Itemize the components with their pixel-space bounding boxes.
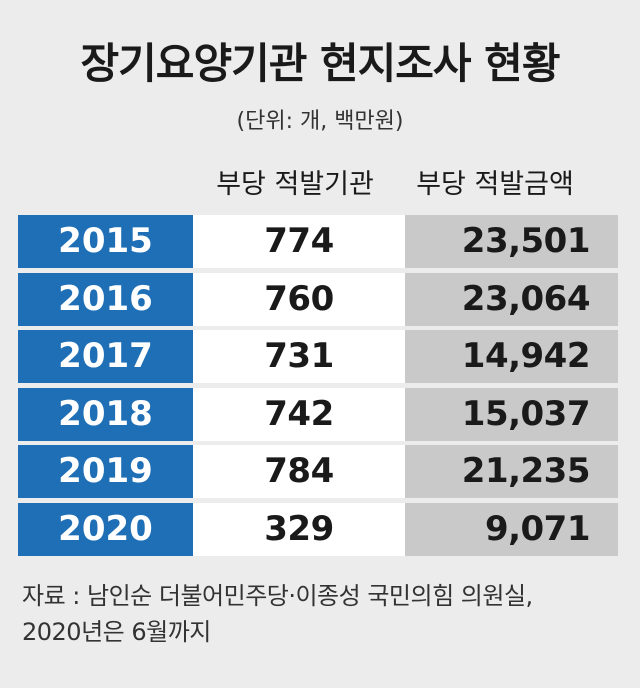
year-cell: 2016 (18, 272, 193, 326)
amount-cell: 15,037 (405, 387, 618, 441)
column-header-count: 부당 적발기관 (216, 169, 374, 200)
amount-cell: 21,235 (405, 445, 618, 498)
count-cell: 731 (193, 330, 405, 383)
table-row: 2019 784 21,235 (18, 445, 618, 498)
year-cell: 2015 (18, 215, 193, 268)
count-cell: 742 (193, 387, 405, 441)
table-row: 2017 731 14,942 (18, 330, 618, 383)
year-cell: 2020 (18, 502, 193, 556)
count-cell: 329 (193, 502, 405, 556)
count-cell: 760 (193, 272, 405, 326)
count-cell: 784 (193, 445, 405, 498)
amount-cell: 23,501 (405, 215, 618, 268)
amount-cell: 9,071 (405, 502, 618, 556)
year-cell: 2019 (18, 445, 193, 498)
amount-cell: 14,942 (405, 330, 618, 383)
chart-title: 장기요양기관 현지조사 현황 (80, 39, 561, 88)
year-cell: 2017 (18, 330, 193, 383)
unit-label: (단위: 개, 백만원) (236, 109, 404, 134)
column-header-amount: 부당 적발금액 (416, 169, 574, 200)
table-row: 2020 329 9,071 (18, 502, 618, 556)
table-row: 2015 774 23,501 (18, 215, 618, 268)
count-cell: 774 (193, 215, 405, 268)
table-row: 2016 760 23,064 (18, 272, 618, 326)
table-row: 2018 742 15,037 (18, 387, 618, 441)
year-cell: 2018 (18, 387, 193, 441)
source-line-1: 자료 : 남인순 더불어민주당·이종성 국민의힘 의원실, (22, 582, 533, 610)
source-note: 자료 : 남인순 더불어민주당·이종성 국민의힘 의원실, 2020년은 6월까… (22, 578, 622, 650)
amount-cell: 23,064 (405, 272, 618, 326)
source-line-2: 2020년은 6월까지 (22, 618, 211, 646)
